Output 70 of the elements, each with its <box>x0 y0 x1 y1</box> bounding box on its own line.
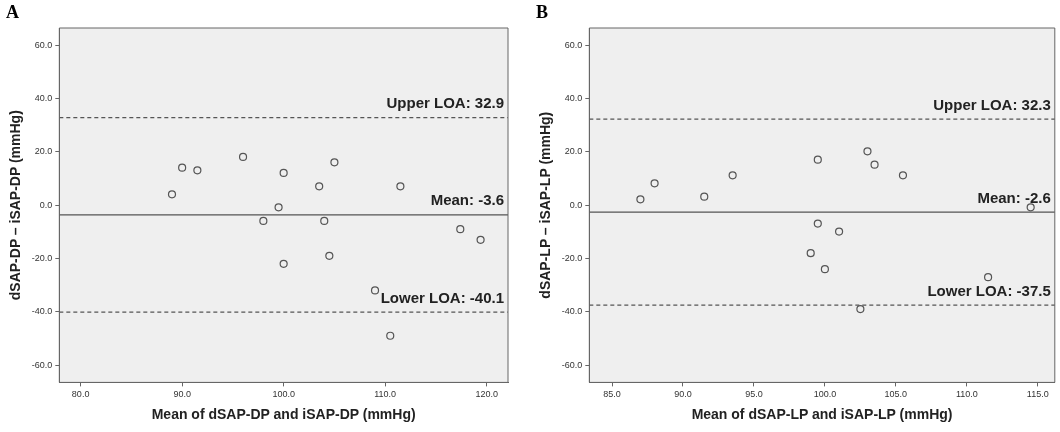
point <box>636 195 645 204</box>
x-tick-label: 105.0 <box>884 389 908 400</box>
point <box>476 235 485 244</box>
point <box>330 158 339 167</box>
point <box>984 273 993 282</box>
y-tick-label: -60.0 <box>31 359 53 370</box>
y-tick-label: 20.0 <box>34 146 53 157</box>
x-tick-label: 95.0 <box>745 389 763 400</box>
y-tick-label: -20.0 <box>31 252 53 263</box>
x-tick-label: 90.0 <box>674 389 692 400</box>
point <box>320 216 329 226</box>
point <box>806 249 815 258</box>
point <box>167 190 177 199</box>
point <box>856 305 865 314</box>
y-tick-label: 20.0 <box>564 146 583 157</box>
point <box>315 182 324 191</box>
x-axis-title: Mean of dSAP-DP and iSAP-DP (mmHg) <box>151 406 416 423</box>
point <box>813 219 822 228</box>
ref-line-label: Lower LOA: -37.5 <box>927 281 1051 299</box>
point <box>396 182 405 191</box>
point <box>325 251 334 260</box>
x-tick-label: 80.0 <box>71 389 90 400</box>
ref-line-label: Upper LOA: 32.9 <box>386 94 504 112</box>
x-tick-label: 100.0 <box>813 389 837 400</box>
x-tick-label: 110.0 <box>955 389 978 400</box>
y-tick-label: 0.0 <box>39 199 53 210</box>
point <box>386 331 395 340</box>
point <box>834 227 844 236</box>
y-tick-label: -20.0 <box>561 252 583 263</box>
chart-title: B <box>536 1 549 22</box>
y-tick-label: 60.0 <box>34 39 53 50</box>
y-tick-label: -40.0 <box>561 306 583 317</box>
x-tick-label: 100.0 <box>272 389 295 400</box>
ref-line-label: Mean: -3.6 <box>430 191 504 209</box>
ref-line-label: Upper LOA: 32.3 <box>933 95 1051 113</box>
y-tick-label: -60.0 <box>561 359 583 370</box>
y-axis-title: dSAP-DP – iSAP-DP (mmHg) <box>7 110 24 301</box>
y-tick-label: 0.0 <box>569 199 583 210</box>
point <box>279 168 288 178</box>
point <box>259 216 268 226</box>
x-tick-label: 90.0 <box>173 389 191 400</box>
y-tick-label: 40.0 <box>564 93 583 104</box>
point <box>700 192 709 201</box>
y-tick-label: 60.0 <box>564 39 583 50</box>
ref-line-label: Lower LOA: -40.1 <box>380 288 504 306</box>
point <box>279 259 288 268</box>
point <box>370 286 380 295</box>
point <box>820 265 829 274</box>
y-tick-label: 40.0 <box>34 93 53 104</box>
point <box>813 155 822 164</box>
point <box>1026 203 1035 212</box>
y-tick-label: -40.0 <box>31 306 53 317</box>
point <box>178 163 187 172</box>
y-axis-title: dSAP-LP – iSAP-LP (mmHg) <box>537 111 554 299</box>
point <box>870 160 879 169</box>
point <box>728 171 737 180</box>
chart-title: A <box>6 1 19 22</box>
point <box>863 147 872 156</box>
point <box>193 166 202 175</box>
ref-line-label: Mean: -2.6 <box>977 188 1051 206</box>
x-axis-title: Mean of dSAP-LP and iSAP-LP (mmHg) <box>691 406 953 423</box>
point <box>238 152 248 162</box>
x-tick-label: 120.0 <box>475 389 498 400</box>
x-tick-label: 115.0 <box>1026 389 1049 400</box>
point <box>274 203 283 212</box>
point <box>456 225 465 234</box>
point <box>898 171 908 180</box>
x-tick-label: 110.0 <box>374 389 397 400</box>
point <box>650 179 659 188</box>
x-tick-label: 85.0 <box>603 389 621 400</box>
